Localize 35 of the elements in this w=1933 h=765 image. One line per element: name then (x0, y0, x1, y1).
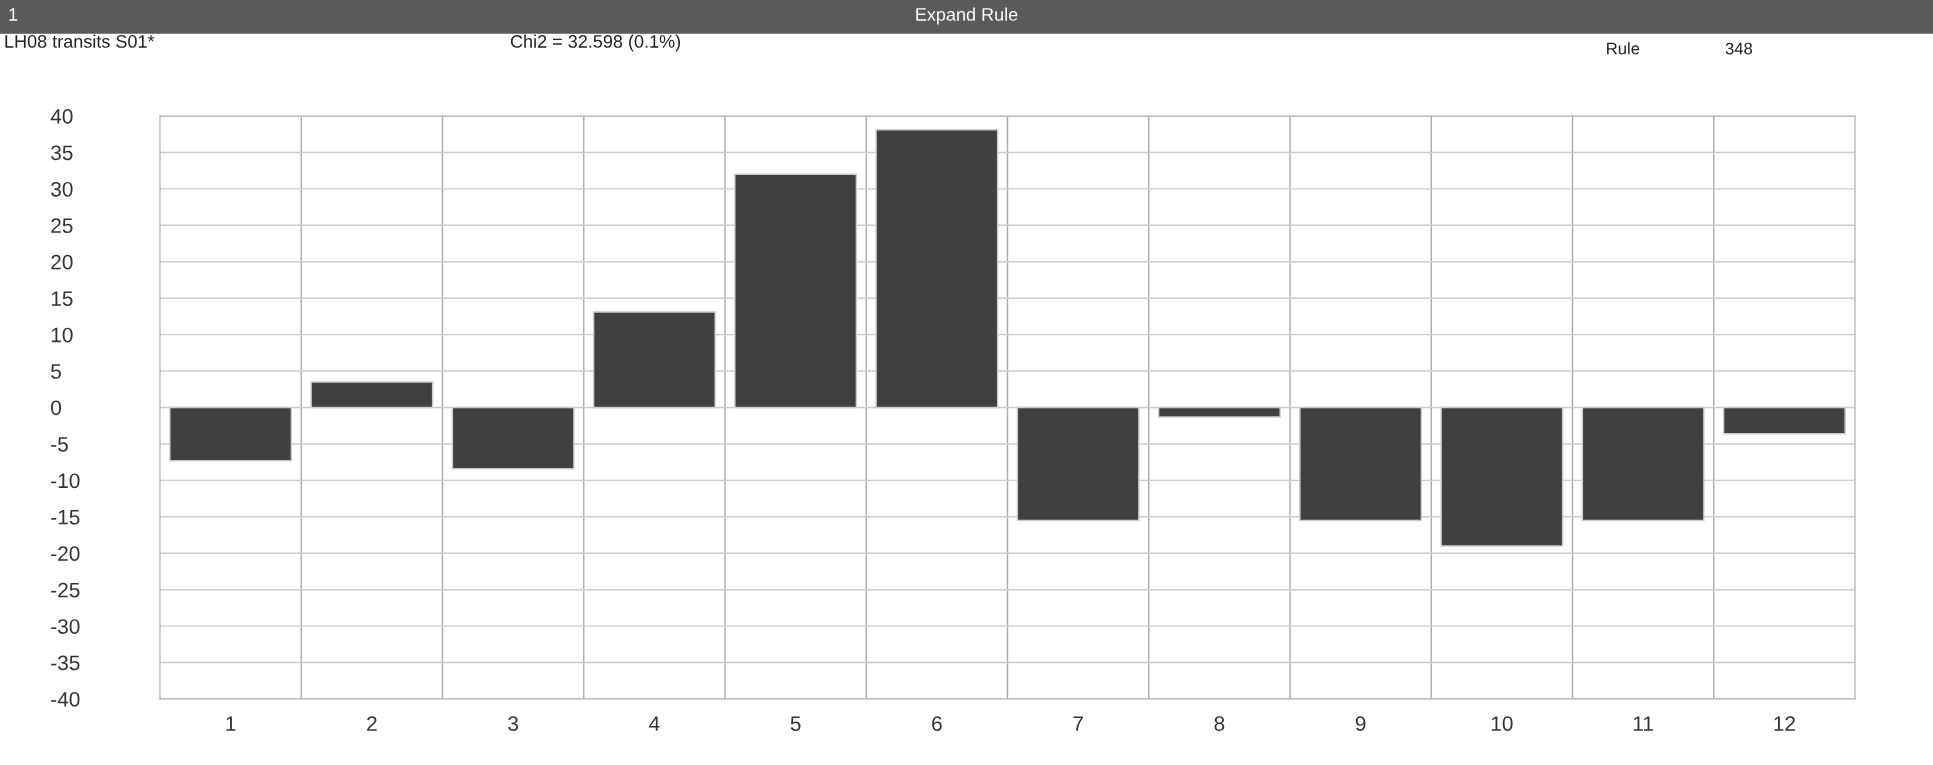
y-tick-label: 25 (51, 218, 73, 234)
y-tick-label: -25 (51, 582, 80, 598)
x-tick-label: 10 (1491, 716, 1513, 731)
y-tick-label: -20 (51, 546, 80, 561)
y-tick-label: -40 (51, 692, 80, 707)
text: 1 (9, 8, 18, 21)
x-tick-label: 4 (649, 716, 660, 731)
y-tick-label: 0 (51, 400, 62, 416)
y-tick-label: -30 (51, 619, 80, 634)
x-tick-label: 1 (226, 716, 236, 731)
y-tick-label: -35 (51, 655, 80, 671)
chart-title: Expand Rule (916, 7, 1018, 25)
x-tick-label: 6 (932, 716, 942, 731)
y-tick-label: 40 (50, 109, 73, 124)
y-tick-label: 20 (51, 254, 73, 270)
y-tick-label: 5 (51, 364, 61, 379)
text: Chi2 = 32.598 (0.1%) (510, 34, 681, 52)
x-tick-label: 8 (1214, 716, 1225, 731)
y-tick-label: -5 (51, 437, 68, 452)
x-tick-label: 5 (790, 716, 801, 731)
text: LH08 transits S01* (5, 34, 155, 48)
y-tick-label: -10 (51, 473, 80, 489)
y-tick-label: 10 (51, 327, 73, 343)
y-tick-label: 15 (51, 291, 73, 306)
y-tick-label: -15 (51, 510, 80, 525)
x-tick-label: 9 (1355, 716, 1366, 731)
text: Rule (1607, 42, 1640, 55)
text: 348 (1725, 42, 1753, 55)
y-tick-label: 35 (51, 145, 73, 161)
y-tick-label: 30 (51, 181, 73, 197)
x-tick-label: 2 (367, 716, 377, 731)
x-tick-label: 7 (1073, 716, 1083, 731)
x-tick-label: 11 (1633, 716, 1653, 731)
x-tick-label: 12 (1774, 716, 1795, 731)
x-tick-label: 3 (508, 716, 518, 731)
